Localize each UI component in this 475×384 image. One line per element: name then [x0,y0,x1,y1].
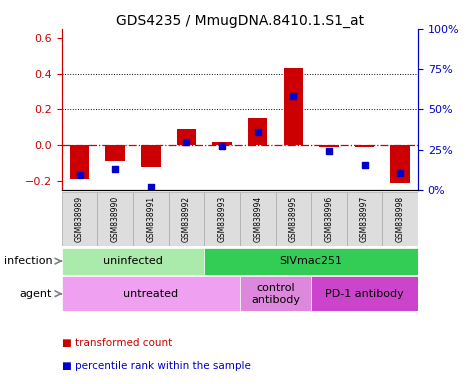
Bar [177,129,196,145]
Bar [70,145,89,179]
Text: ■ transformed count: ■ transformed count [62,338,172,348]
Text: untreated: untreated [123,289,179,299]
Bar [141,145,161,167]
Point [76,172,84,178]
Bar [62,276,240,311]
Title: GDS4235 / MmugDNA.8410.1.S1_at: GDS4235 / MmugDNA.8410.1.S1_at [116,14,364,28]
Bar [319,145,339,147]
Bar [204,248,418,275]
Bar [248,118,267,145]
Bar [347,192,382,246]
Text: GSM838994: GSM838994 [253,196,262,242]
Bar [62,192,97,246]
Text: control
antibody: control antibody [251,283,300,305]
Text: GSM838997: GSM838997 [360,196,369,242]
Text: GSM838996: GSM838996 [324,196,333,242]
Text: infection: infection [4,256,52,266]
Bar [390,145,410,183]
Text: GSM838991: GSM838991 [146,196,155,242]
Bar [62,248,204,275]
Bar [105,145,125,161]
Point [218,142,226,149]
Text: uninfected: uninfected [103,256,163,266]
Text: GSM838989: GSM838989 [75,196,84,242]
Bar [382,192,418,246]
Text: GSM838995: GSM838995 [289,196,298,242]
Bar [97,192,133,246]
Bar [355,145,374,147]
Point [147,184,155,190]
Text: SIVmac251: SIVmac251 [280,256,342,266]
Text: agent: agent [20,289,52,299]
Bar [311,192,347,246]
Point [111,166,119,172]
Text: GSM838990: GSM838990 [111,196,120,242]
Text: GSM838998: GSM838998 [396,196,405,242]
Point [361,162,369,168]
Bar [240,192,276,246]
Text: GSM838992: GSM838992 [182,196,191,242]
Point [254,129,261,135]
Point [325,147,332,154]
Text: GSM838993: GSM838993 [218,196,227,242]
Bar [276,192,311,246]
Bar [311,276,418,311]
Point [396,170,404,176]
Bar [133,192,169,246]
Bar [204,192,240,246]
Bar [284,68,303,145]
Bar [169,192,204,246]
Point [289,93,297,99]
Point [182,139,190,145]
Text: PD-1 antibody: PD-1 antibody [325,289,404,299]
Bar [240,276,311,311]
Bar [212,142,232,145]
Text: ■ percentile rank within the sample: ■ percentile rank within the sample [62,361,251,371]
